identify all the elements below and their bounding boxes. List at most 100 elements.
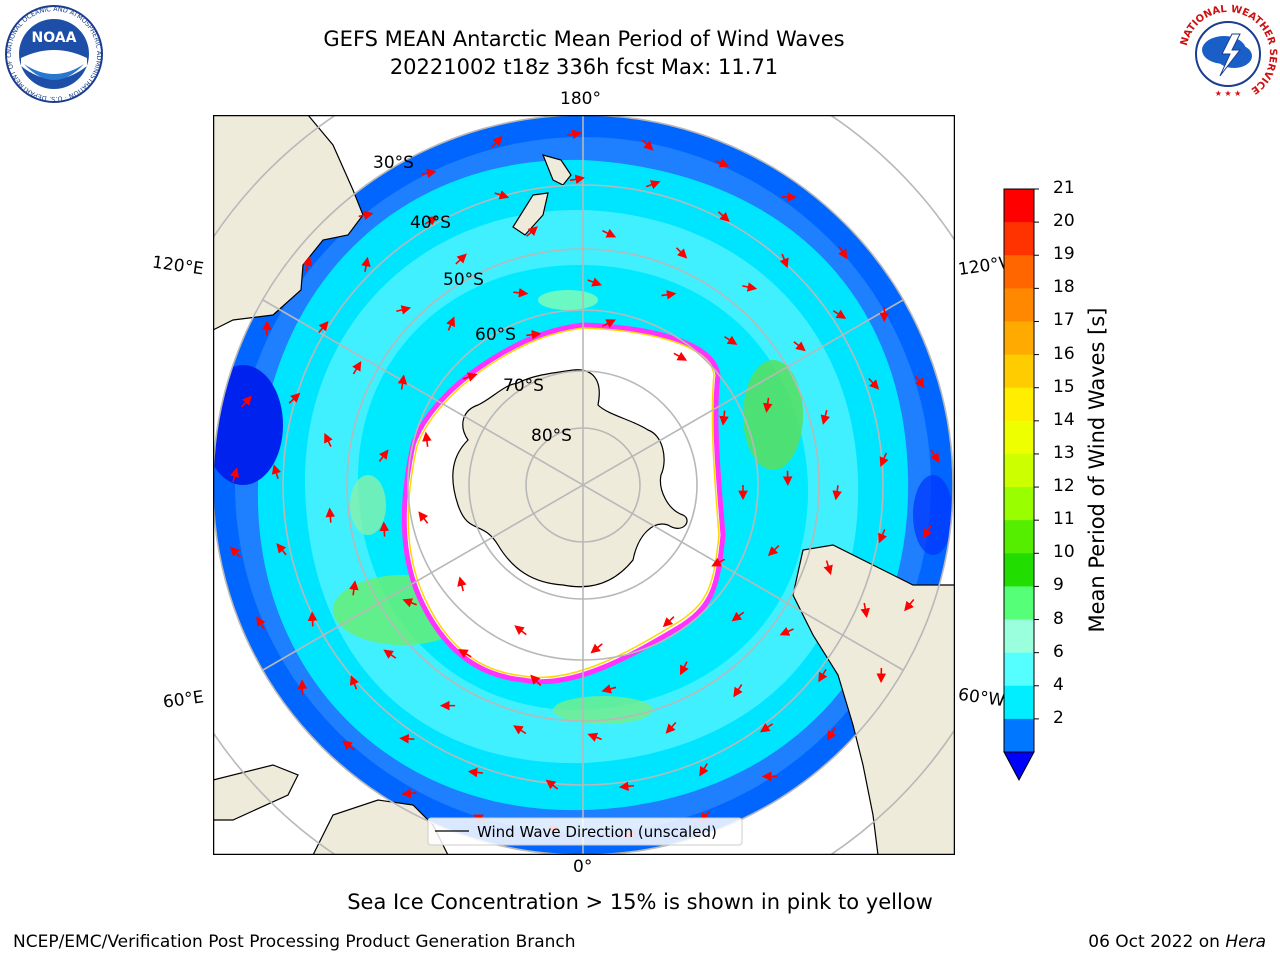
colorbar-segment xyxy=(1004,354,1034,389)
wave-direction-arrow xyxy=(675,247,688,259)
australia xyxy=(213,115,364,331)
new-zealand xyxy=(512,154,572,236)
colorbar-segment xyxy=(1004,321,1034,356)
wave-direction-arrow xyxy=(602,228,617,238)
wave-direction-arrow xyxy=(422,431,432,447)
colorbar-segment xyxy=(1004,255,1034,289)
colorbar-segment xyxy=(1004,189,1034,223)
wave-direction-arrow xyxy=(878,529,887,544)
colorbar-tick-label: 15 xyxy=(1053,376,1075,397)
wave-direction-arrow xyxy=(383,649,397,659)
map-legend: Wind Wave Direction (unscaled) xyxy=(427,817,743,846)
colorbar-segment xyxy=(1004,718,1034,753)
colorbar-tick-label: 11 xyxy=(1053,509,1075,530)
south-america xyxy=(792,544,955,855)
wave-direction-arrow xyxy=(241,395,252,408)
wave-direction-arrow xyxy=(566,129,582,140)
wave-direction-arrow xyxy=(662,616,675,628)
wave-direction-arrow xyxy=(229,467,240,483)
colorbar-segment xyxy=(1004,652,1034,687)
lat-label-50s: 50°S xyxy=(443,270,484,290)
wave-direction-arrow xyxy=(513,288,529,298)
wave-direction-arrow xyxy=(724,335,738,345)
colorbar-segment xyxy=(1004,685,1034,720)
wave-direction-arrow xyxy=(742,282,758,292)
lon-label-60w: 60°W xyxy=(956,684,1007,712)
wave-direction-arrow xyxy=(379,521,390,537)
wave-direction-arrow xyxy=(545,779,559,790)
colorbar-segment xyxy=(1004,288,1034,322)
colorbar-tick-label: 9 xyxy=(1053,575,1064,596)
colorbar xyxy=(1003,188,1039,782)
lat-label-40s: 40°S xyxy=(410,213,451,233)
lat-label-80s: 80°S xyxy=(531,426,572,446)
wave-direction-arrow xyxy=(358,210,374,220)
wave-direction-arrow xyxy=(717,211,730,222)
chart-subtitle: 20221002 t18z 336h fcst Max: 11.71 xyxy=(389,55,779,79)
wave-direction-arrow xyxy=(641,139,654,151)
wave-direction-arrow xyxy=(229,546,242,558)
wave-direction-arrow xyxy=(879,452,889,467)
lon-label-60e: 60°E xyxy=(161,687,206,713)
wave-direction-arrow xyxy=(601,319,616,329)
colorbar-tick-label: 8 xyxy=(1053,608,1064,629)
wave-direction-arrow xyxy=(904,599,915,612)
wave-direction-arrow xyxy=(759,723,774,733)
svg-text:★ ★ ★: ★ ★ ★ xyxy=(1215,89,1242,98)
wave-direction-arrow xyxy=(397,374,408,390)
wave-direction-arrow xyxy=(601,684,617,694)
wave-direction-arrow xyxy=(590,643,603,654)
wave-direction-arrow xyxy=(860,602,870,618)
wave-direction-arrow xyxy=(302,256,313,272)
wave-direction-arrow xyxy=(256,616,266,630)
colorbar-tick-label: 18 xyxy=(1053,277,1075,298)
wave-direction-arrow xyxy=(680,661,689,676)
sea-ice-note: Sea Ice Concentration > 15% is shown in … xyxy=(347,890,933,914)
wave-direction-arrow xyxy=(399,734,415,744)
wave-direction-arrow xyxy=(307,611,318,627)
wave-direction-arrow xyxy=(832,485,842,501)
wave-direction-arrow xyxy=(378,449,389,462)
wave-direction-arrow xyxy=(526,329,542,340)
footer-date: 06 Oct 2022 on Hera xyxy=(1088,932,1266,952)
wave-direction-arrow xyxy=(467,767,483,778)
wave-direction-arrow xyxy=(914,375,925,389)
colorbar-segment xyxy=(1004,420,1034,455)
wave-direction-arrow xyxy=(587,277,602,287)
colorbar-tick-label: 6 xyxy=(1053,641,1064,662)
wave-direction-arrow xyxy=(779,626,794,636)
footer-branch: NCEP/EMC/Verification Post Processing Pr… xyxy=(13,932,576,952)
wave-direction-arrow xyxy=(711,557,726,567)
wave-direction-arrow xyxy=(587,732,602,742)
wave-direction-arrow xyxy=(719,410,729,426)
wave-direction-arrow xyxy=(325,507,336,523)
wave-direction-arrow xyxy=(793,341,806,352)
wave-direction-arrow xyxy=(446,316,455,331)
colorbar-tick-label: 10 xyxy=(1053,542,1075,563)
wave-direction-arrow xyxy=(569,174,586,185)
wave-direction-arrow xyxy=(699,763,709,777)
colorbar-extend-triangle xyxy=(1003,751,1035,782)
colorbar-tick-label: 16 xyxy=(1053,343,1075,364)
colorbar-segment xyxy=(1004,586,1034,621)
wave-direction-arrow xyxy=(462,372,478,382)
wave-direction-arrow xyxy=(818,668,828,683)
wave-direction-arrow xyxy=(402,598,417,608)
colorbar-segment xyxy=(1004,619,1034,654)
wave-direction-arrow xyxy=(731,611,745,622)
wave-direction-arrow xyxy=(827,727,837,741)
polar-map: 30°S 40°S 50°S 60°S 70°S 80°S Wind Wave … xyxy=(213,115,955,855)
wave-direction-arrow xyxy=(618,781,635,792)
wave-direction-arrow xyxy=(271,464,282,480)
wave-direction-arrow xyxy=(494,190,510,200)
graticule xyxy=(213,115,955,855)
wave-direction-arrow xyxy=(645,180,661,190)
colorbar-segment xyxy=(1004,387,1034,422)
wave-direction-arrow xyxy=(661,290,677,300)
legend-label: Wind Wave Direction (unscaled) xyxy=(477,823,717,841)
wave-direction-arrow xyxy=(276,543,287,556)
lat-label-70s: 70°S xyxy=(503,376,544,396)
wave-direction-arrow xyxy=(342,740,355,751)
wave-direction-arrow xyxy=(733,684,743,698)
wave-direction-arrow xyxy=(324,432,333,447)
